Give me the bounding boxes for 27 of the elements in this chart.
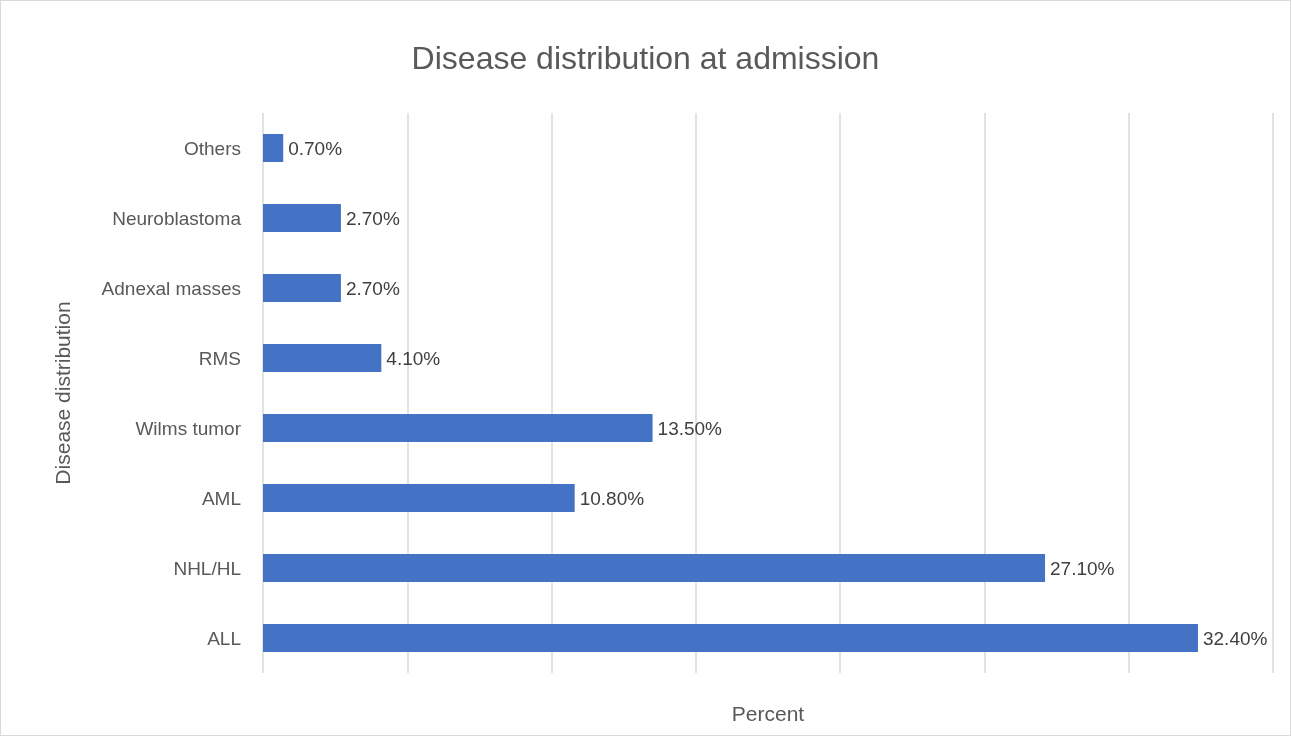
y-axis-title: Disease distribution (51, 301, 74, 485)
y-tick-label: AML (201, 487, 241, 509)
y-tick-label: Adnexal masses (101, 277, 241, 299)
data-label: 2.70% (345, 207, 400, 229)
data-label: 32.40% (1202, 627, 1268, 649)
bar (263, 414, 653, 442)
data-label: 4.10% (386, 347, 441, 369)
chart-title: Disease distribution at admission (411, 40, 880, 76)
y-tick-label: Wilms tumor (135, 417, 242, 439)
bar (263, 484, 575, 512)
bar (263, 134, 284, 162)
bar (263, 624, 1198, 652)
data-label: 0.70% (288, 137, 343, 159)
data-label: 13.50% (657, 417, 723, 439)
data-label: 2.70% (345, 277, 400, 299)
y-tick-label: NHL/HL (173, 557, 241, 579)
x-axis-title: Percent (731, 702, 805, 725)
bar (263, 344, 382, 372)
bar (263, 204, 341, 232)
bar (263, 274, 341, 302)
y-tick-label: Neuroblastoma (112, 207, 242, 229)
data-label: 10.80% (579, 487, 645, 509)
y-tick-label: ALL (207, 627, 241, 649)
data-label: 27.10% (1050, 557, 1115, 579)
y-tick-label: RMS (198, 347, 241, 369)
y-tick-label: Others (183, 137, 241, 159)
bar (263, 554, 1046, 582)
